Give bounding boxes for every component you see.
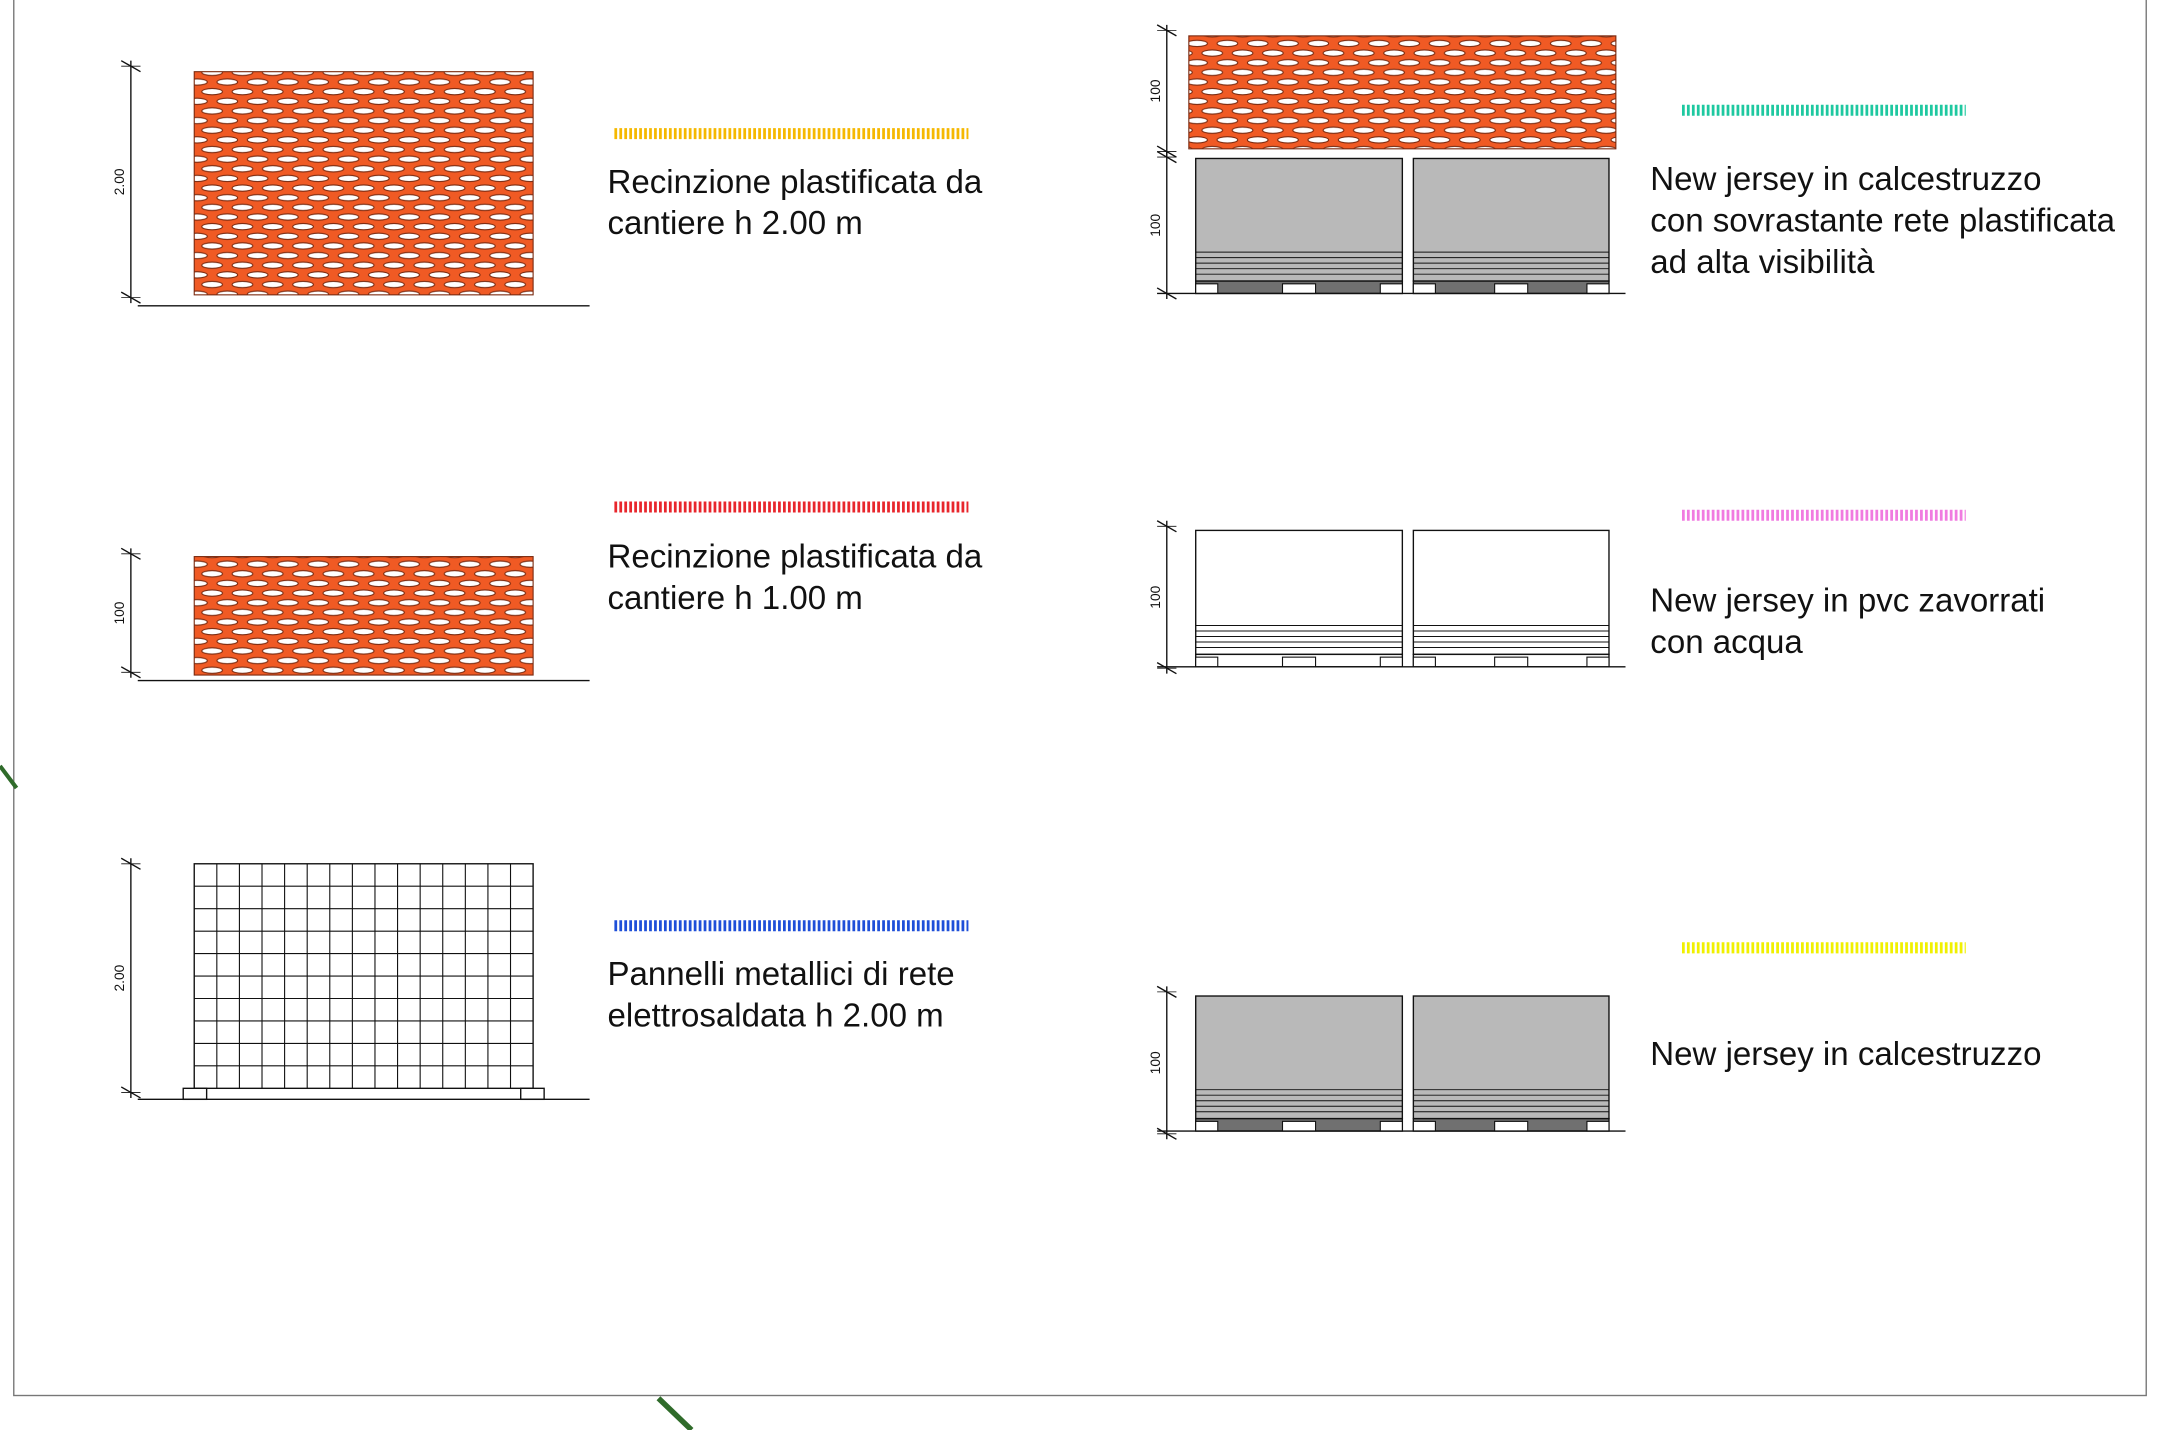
legend-label: cantiere h 1.00 m — [608, 580, 863, 617]
dimension-label: 100 — [1148, 585, 1163, 608]
legend-label: elettrosaldata h 2.00 m — [608, 997, 944, 1034]
sheet-frame — [13, 0, 2147, 1397]
decor-line — [0, 764, 19, 790]
dimension-label: 100 — [1148, 79, 1163, 102]
jersey-notch — [1281, 283, 1317, 295]
jersey-notch — [1494, 283, 1529, 295]
jersey-notch — [1586, 656, 1610, 668]
jersey-notch — [1195, 1120, 1219, 1132]
legend-label: con acqua — [1650, 624, 1803, 661]
jersey-notch — [1195, 283, 1219, 295]
dimension-label: 100 — [1148, 1051, 1163, 1074]
jersey-notch — [1379, 283, 1403, 295]
jersey-notch — [1379, 656, 1403, 668]
jersey-body — [1412, 529, 1610, 656]
jersey-notch — [1586, 1120, 1610, 1132]
dimension-label: 2.00 — [112, 964, 127, 991]
jersey-notch — [1586, 283, 1610, 295]
jersey-body — [1195, 995, 1404, 1120]
legend-label: New jersey in calcestruzzo — [1650, 161, 2041, 198]
panel-foot — [182, 1087, 208, 1101]
jersey-notch — [1379, 1120, 1403, 1132]
jersey-notch — [1281, 656, 1317, 668]
dimension-label: 2.00 — [112, 168, 127, 195]
jersey-notch — [1494, 1120, 1529, 1132]
jersey-notch — [1195, 656, 1219, 668]
legend-label: ad alta visibilità — [1650, 244, 1875, 281]
legend-label: Pannelli metallici di rete — [608, 956, 955, 993]
jersey-notch — [1412, 1120, 1436, 1132]
jersey-body — [1195, 157, 1404, 282]
legend-label: con sovrastante rete plastificata — [1650, 202, 2115, 239]
plastic-mesh — [193, 556, 534, 676]
legend-label: New jersey in calcestruzzo — [1650, 1036, 2041, 1073]
legend-label: cantiere h 2.00 m — [608, 205, 863, 242]
jersey-notch — [1281, 1120, 1317, 1132]
legend-label: New jersey in pvc zavorrati — [1650, 583, 2045, 620]
jersey-notch — [1412, 283, 1436, 295]
dimension-label: 100 — [112, 601, 127, 624]
jersey-notch — [1494, 656, 1529, 668]
decor-line — [656, 1396, 694, 1430]
jersey-body — [1195, 529, 1404, 656]
legend-label: Recinzione plastificata da — [608, 164, 983, 201]
jersey-body — [1412, 157, 1610, 282]
panel-foot — [520, 1087, 545, 1101]
jersey-notch — [1412, 656, 1436, 668]
dimension-label: 100 — [1148, 213, 1163, 236]
plastic-mesh — [1188, 35, 1617, 150]
legend-label: Recinzione plastificata da — [608, 539, 983, 576]
plastic-mesh — [193, 71, 534, 296]
